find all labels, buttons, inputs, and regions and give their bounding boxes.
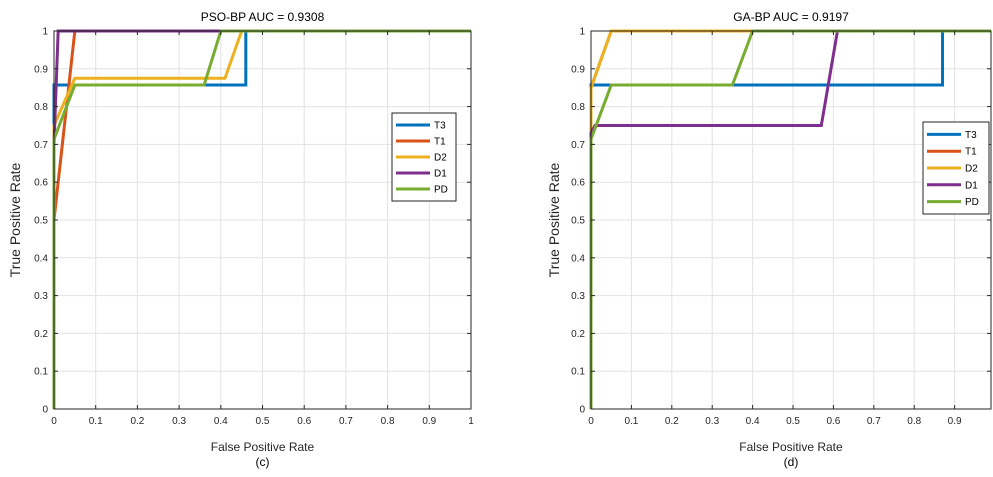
- y-tick-label: 0.5: [571, 216, 585, 227]
- x-tick-label: 0.5: [786, 416, 800, 427]
- panel-caption: (d): [784, 455, 799, 469]
- legend-label-t1: T1: [434, 137, 446, 148]
- y-tick-label: 0.3: [34, 291, 48, 302]
- x-tick-label: 0.4: [214, 416, 228, 427]
- y-tick-label: 0.7: [34, 140, 48, 151]
- x-axis-label: False Positive Rate: [211, 440, 315, 454]
- y-tick-label: 1: [579, 27, 585, 38]
- y-tick-label: 0.6: [34, 178, 48, 189]
- x-tick-label: 0: [51, 416, 57, 427]
- x-axis-label: False Positive Rate: [739, 440, 843, 454]
- y-tick-label: 0.4: [571, 253, 585, 264]
- legend-label-d1: D1: [965, 180, 978, 191]
- legend-label-d1: D1: [434, 169, 447, 180]
- x-tick-label: 0.7: [867, 416, 881, 427]
- y-tick-label: 0.8: [34, 102, 48, 113]
- y-axis-label: True Positive Rate: [7, 162, 23, 277]
- x-tick-label: 0.2: [130, 416, 144, 427]
- x-tick-label: 0.3: [705, 416, 719, 427]
- y-tick-label: 0.5: [34, 216, 48, 227]
- y-axis-label: True Positive Rate: [546, 162, 562, 277]
- panel-caption: (c): [256, 455, 270, 469]
- chart-title: PSO-BP AUC = 0.9308: [201, 10, 325, 24]
- x-tick-label: 0.9: [422, 416, 436, 427]
- x-tick-label: 0.9: [948, 416, 962, 427]
- y-tick-label: 0: [579, 405, 585, 416]
- legend: T3 T1 D2 D1 PD: [922, 121, 990, 215]
- y-tick-label: 0.2: [34, 329, 48, 340]
- x-tick-label: 0.2: [665, 416, 679, 427]
- y-tick-label: 0.3: [571, 291, 585, 302]
- legend-label-d2: D2: [434, 153, 447, 164]
- legend-label-t3: T3: [965, 130, 977, 141]
- x-tick-label: 0.1: [89, 416, 103, 427]
- x-tick-label: 0: [588, 416, 594, 427]
- x-tick-label: 0.6: [297, 416, 311, 427]
- x-tick-label: 0.8: [907, 416, 921, 427]
- roc-panel-ga-bp: 0 0.1 0.2 0.3 0.4 0.5 0.6 0.7 0.8 0.9 0 0.1 0.2 0.3 0.…: [546, 10, 992, 469]
- legend-label-pd: PD: [434, 185, 448, 196]
- x-tick-label: 0.5: [256, 416, 270, 427]
- y-tick-label: 0.9: [34, 64, 48, 75]
- x-tick-label: 0.3: [172, 416, 186, 427]
- y-tick-label: 0.6: [571, 178, 585, 189]
- y-tick-label: 0.4: [34, 253, 48, 264]
- x-tick-label: 0.1: [624, 416, 638, 427]
- y-tick-label: 0.1: [571, 367, 585, 378]
- roc-panel-pso-bp: 0 0.1 0.2 0.3 0.4 0.5 0.6 0.7 0.8 0.9 1 0 0.1 0.2 0.3 0…: [7, 10, 474, 469]
- x-tick-label: 0.7: [339, 416, 353, 427]
- y-tick-label: 1: [42, 27, 48, 38]
- y-tick-label: 0: [42, 405, 48, 416]
- legend: T3 T1 D2 D1 PD: [391, 112, 457, 202]
- y-tick-label: 0.9: [571, 64, 585, 75]
- x-tick-label: 0.6: [826, 416, 840, 427]
- x-tick-label: 1: [468, 416, 474, 427]
- x-tick-label: 0.4: [746, 416, 760, 427]
- y-tick-label: 0.1: [34, 367, 48, 378]
- y-tick-label: 0.7: [571, 140, 585, 151]
- legend-label-d2: D2: [965, 164, 978, 175]
- y-tick-label: 0.2: [571, 329, 585, 340]
- x-tick-label: 0.8: [381, 416, 395, 427]
- y-tick-label: 0.8: [571, 102, 585, 113]
- legend-label-pd: PD: [965, 197, 979, 208]
- chart-title: GA-BP AUC = 0.9197: [733, 10, 849, 24]
- legend-label-t3: T3: [434, 121, 446, 132]
- legend-label-t1: T1: [965, 147, 977, 158]
